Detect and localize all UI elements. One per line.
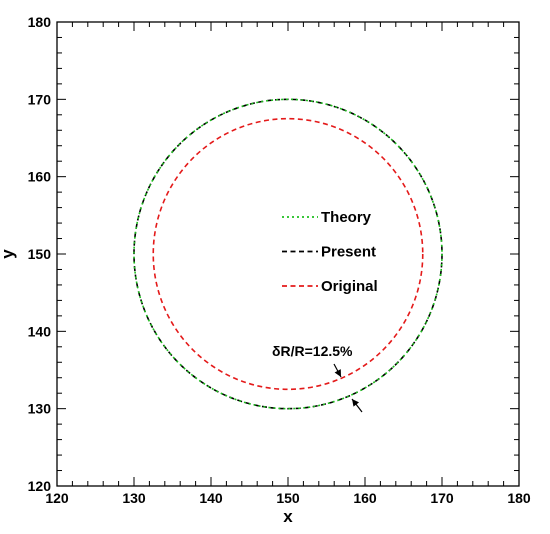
annotation-arrow-outer-head (352, 399, 360, 407)
x-tick-label: 170 (430, 490, 454, 506)
series-present-line (133, 98, 443, 410)
y-tick-label: 120 (28, 478, 52, 494)
y-tick-label: 180 (28, 14, 52, 30)
series-original-line (152, 117, 424, 391)
series-theory-line (133, 98, 443, 410)
x-tick-label: 130 (122, 490, 146, 506)
x-tick-label: 120 (45, 490, 69, 506)
y-tick-labels: 120 130 140 150 160 170 180 (28, 14, 52, 494)
y-tick-label: 160 (28, 169, 52, 185)
annotation-arrow-inner-head (334, 369, 341, 377)
y-tick-label: 130 (28, 401, 52, 417)
x-axis-title: x (283, 507, 293, 526)
x-tick-label: 140 (199, 490, 223, 506)
legend-original-label: Original (321, 278, 378, 295)
y-axis-title: y (0, 249, 17, 259)
axis-ticks (56, 21, 520, 487)
x-tick-label: 180 (507, 490, 531, 506)
legend: Theory Present Original (282, 209, 378, 295)
x-tick-label: 160 (353, 490, 377, 506)
annotation: δR/R=12.5% (272, 343, 363, 413)
legend-theory-label: Theory (321, 209, 372, 226)
legend-present-label: Present (321, 244, 376, 261)
y-tick-label: 140 (28, 323, 52, 339)
x-tick-labels: 120 130 140 150 160 170 180 (45, 490, 531, 506)
series-layer (133, 98, 443, 410)
annotation-label: δR/R=12.5% (272, 343, 353, 359)
y-tick-label: 170 (28, 91, 52, 107)
x-tick-label: 150 (276, 490, 300, 506)
y-tick-label: 150 (28, 246, 52, 262)
plot-frame (56, 21, 520, 487)
